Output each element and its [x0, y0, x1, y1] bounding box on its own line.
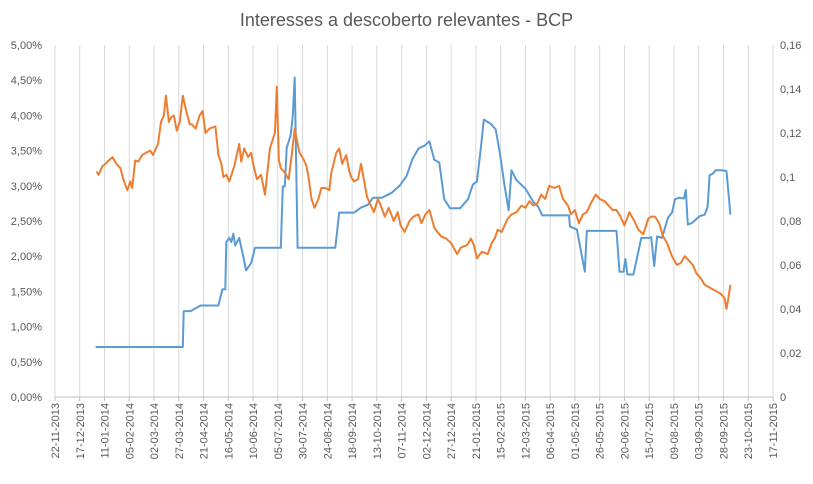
- x-tick-label: 15-02-2015: [496, 403, 508, 459]
- y-left-tick-label: 3,50%: [11, 146, 42, 158]
- x-tick-label: 26-05-2015: [595, 403, 607, 459]
- x-tick-label: 03-09-2015: [694, 403, 706, 459]
- chart-title: Interesses a descoberto relevantes - BCP: [239, 10, 574, 30]
- x-tick-label: 27-03-2014: [174, 403, 186, 459]
- series-line-2: [95, 85, 732, 310]
- x-tick-label: 24-08-2014: [322, 403, 334, 459]
- x-tick-label: 22-11-2013: [50, 403, 62, 458]
- y-right-tick-label: 0: [780, 392, 786, 404]
- axes: 22-11-2013 17-12-2013 11-01-2014 05-02-2014…: [11, 40, 802, 459]
- x-tick-label: 15-07-2015: [644, 403, 656, 459]
- x-tick-label: 20-06-2015: [619, 403, 631, 459]
- gridlines: [54, 45, 774, 397]
- y-left-tick-label: 2,00%: [11, 251, 42, 263]
- x-tick-label: 05-02-2014: [124, 403, 136, 459]
- y-right-tick-label: 0,02: [780, 348, 801, 360]
- y-right-tick-label: 0,16: [780, 40, 801, 52]
- y-left-tick-label: 1,00%: [11, 322, 42, 334]
- x-tick-label: 23-10-2015: [743, 403, 755, 459]
- y-right-tick-label: 0,14: [780, 84, 801, 96]
- x-tick-label: 18-09-2014: [347, 403, 359, 459]
- x-tick-label: 27-12-2014: [446, 403, 458, 459]
- x-tick-label: 21-01-2015: [471, 403, 483, 459]
- x-tick-label: 12-03-2015: [520, 403, 532, 459]
- x-tick-label: 13-10-2014: [372, 403, 384, 459]
- x-tick-label: 01-05-2015: [570, 403, 582, 459]
- y-right-tick-label: 0,06: [780, 260, 801, 272]
- y-right-tick-label: 0,12: [780, 128, 801, 140]
- x-tick-label: 05-07-2014: [273, 403, 285, 459]
- x-tick-label: 16-05-2014: [223, 403, 235, 459]
- y-left-tick-label: 0,00%: [11, 392, 42, 404]
- y-left-tick-label: 2,50%: [11, 216, 42, 228]
- y-right-tick-label: 0,1: [780, 172, 795, 184]
- y-right-tick-label: 0,08: [780, 216, 801, 228]
- x-tick-label: 06-04-2015: [545, 403, 557, 459]
- series-line-1: [95, 76, 732, 348]
- x-tick-label: 17-12-2013: [75, 403, 87, 459]
- x-tick-label: 09-08-2015: [669, 403, 681, 459]
- x-tick-label: 21-04-2014: [199, 403, 211, 459]
- y-left-tick-label: 1,50%: [11, 286, 42, 298]
- x-tick-label: 17-11-2015: [768, 403, 780, 458]
- x-tick-label: 11-01-2014: [100, 403, 112, 458]
- series-lines: [95, 76, 732, 348]
- x-tick-label: 10-06-2014: [248, 403, 260, 459]
- x-tick-label: 02-03-2014: [149, 403, 161, 459]
- x-tick-label: 28-09-2015: [718, 403, 730, 459]
- y-left-tick-label: 3,00%: [11, 181, 42, 193]
- x-tick-label: 30-07-2014: [298, 403, 310, 459]
- y-left-tick-label: 4,00%: [11, 110, 42, 122]
- y-right-tick-label: 0,04: [780, 304, 801, 316]
- y-left-tick-label: 4,50%: [11, 75, 42, 87]
- y-left-tick-label: 0,50%: [11, 357, 42, 369]
- x-tick-label: 07-11-2014: [397, 403, 409, 458]
- x-tick-label: 02-12-2014: [421, 403, 433, 459]
- y-left-tick-label: 5,00%: [11, 40, 42, 52]
